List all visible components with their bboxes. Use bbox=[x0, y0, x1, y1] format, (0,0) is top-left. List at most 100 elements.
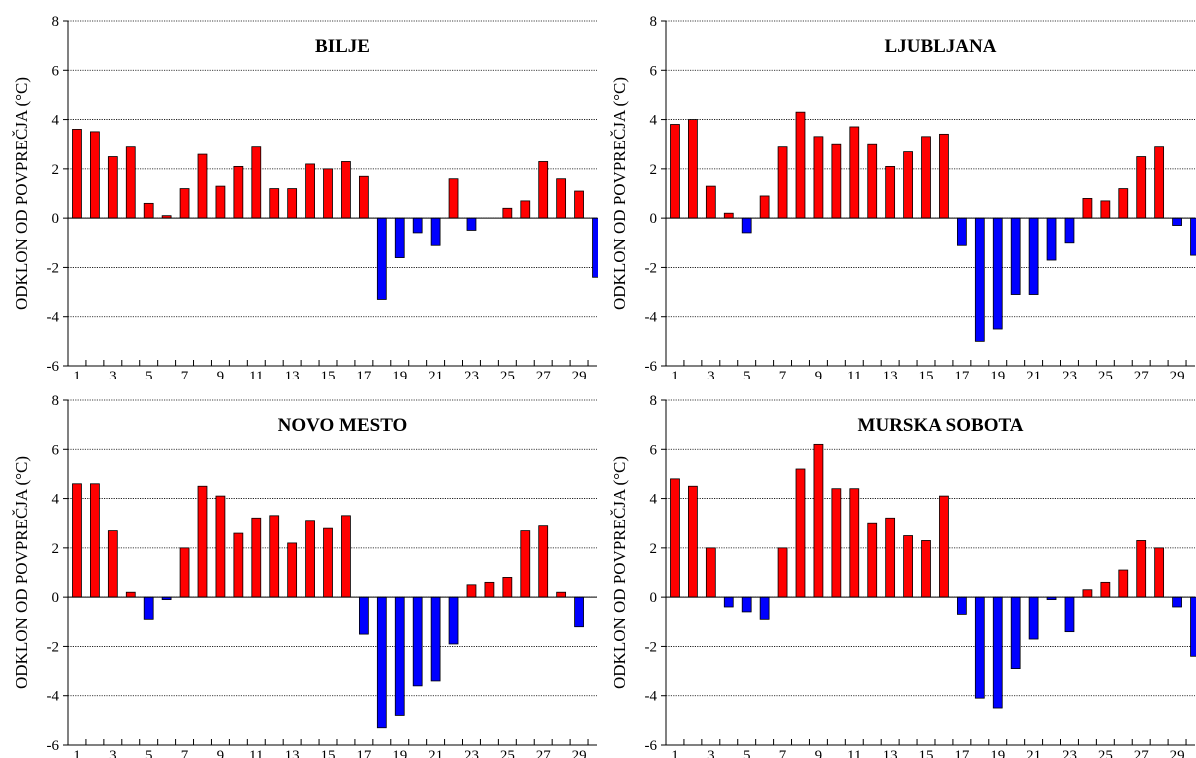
bar bbox=[939, 133, 949, 219]
y-axis-label: ODKLON OD POVPREČJA (°C) bbox=[12, 456, 31, 689]
y-axis-label: ODKLON OD POVPREČJA (°C) bbox=[12, 77, 31, 310]
y-tick-label: 8 bbox=[650, 393, 658, 409]
x-tick-label: 3 bbox=[109, 369, 117, 379]
bar bbox=[574, 190, 584, 219]
bar bbox=[1064, 217, 1075, 244]
x-tick-label: 19 bbox=[990, 369, 1005, 379]
x-tick-label: 23 bbox=[464, 748, 479, 758]
bar bbox=[974, 217, 985, 342]
bar bbox=[538, 525, 549, 598]
y-tick-label: 4 bbox=[650, 492, 658, 508]
x-tick-label: 19 bbox=[392, 369, 407, 379]
bar bbox=[341, 161, 351, 219]
bar bbox=[1190, 217, 1196, 256]
x-tick-label: 13 bbox=[883, 748, 898, 758]
chart-title: LJUBLJANA bbox=[885, 36, 997, 57]
bar bbox=[903, 535, 913, 598]
bar bbox=[1172, 596, 1182, 608]
bar bbox=[1100, 200, 1111, 219]
chart-panel-novo-mesto: -6 -4 -2 0 2 4 6 8 1 3 5 7 9 11 13 15 17 19 21 23 25 27 29 NOVO… bbox=[0, 379, 598, 758]
bar bbox=[251, 146, 262, 219]
x-tick-label: 1 bbox=[73, 369, 81, 379]
bar bbox=[1100, 581, 1111, 598]
bar bbox=[723, 596, 734, 608]
x-tick-label: 13 bbox=[285, 748, 300, 758]
bar bbox=[520, 200, 531, 219]
y-tick-label: 8 bbox=[650, 14, 658, 30]
bar bbox=[867, 522, 878, 598]
x-tick-label: 13 bbox=[285, 369, 300, 379]
x-tick-label: 11 bbox=[847, 369, 861, 379]
bar bbox=[323, 168, 333, 219]
bar bbox=[1118, 569, 1129, 598]
y-tick-label: 2 bbox=[650, 541, 658, 557]
bar bbox=[1154, 547, 1165, 598]
bar bbox=[885, 517, 896, 598]
y-tick-label: -2 bbox=[47, 639, 60, 655]
bar bbox=[358, 175, 369, 219]
bar bbox=[341, 515, 351, 598]
bar bbox=[376, 596, 387, 729]
bar bbox=[688, 485, 698, 598]
y-tick-label: 8 bbox=[52, 393, 60, 409]
chart-title: NOVO MESTO bbox=[278, 415, 408, 436]
y-tick-label: 0 bbox=[650, 211, 658, 227]
y-tick-label: 6 bbox=[650, 442, 658, 458]
chart-title: BILJE bbox=[315, 36, 370, 57]
bar bbox=[939, 495, 949, 598]
y-tick-label: -4 bbox=[47, 310, 60, 326]
bar bbox=[777, 547, 788, 598]
bar bbox=[394, 217, 405, 258]
bar bbox=[1154, 146, 1165, 219]
y-tick-label: -6 bbox=[47, 359, 60, 375]
x-tick-label: 21 bbox=[1026, 748, 1041, 758]
bar bbox=[125, 146, 136, 219]
bar bbox=[412, 217, 423, 234]
bar bbox=[143, 202, 154, 219]
x-tick-label: 29 bbox=[1170, 748, 1185, 758]
y-tick-label: 0 bbox=[52, 590, 60, 606]
x-tick-label: 9 bbox=[815, 369, 823, 379]
bar bbox=[305, 520, 315, 598]
bar bbox=[1046, 217, 1057, 261]
bar bbox=[1010, 217, 1021, 295]
bar bbox=[215, 185, 226, 219]
bar bbox=[831, 488, 842, 598]
bar bbox=[1028, 217, 1039, 295]
bar bbox=[574, 596, 584, 628]
x-tick-label: 3 bbox=[707, 369, 715, 379]
bar bbox=[849, 126, 860, 219]
y-tick-label: 0 bbox=[52, 211, 60, 227]
bar bbox=[466, 584, 477, 598]
y-tick-label: 4 bbox=[52, 113, 60, 129]
bar bbox=[143, 596, 154, 620]
x-tick-label: 7 bbox=[181, 748, 189, 758]
bar bbox=[233, 165, 244, 219]
bar bbox=[323, 527, 333, 598]
x-tick-label: 27 bbox=[536, 369, 552, 379]
y-tick-label: 2 bbox=[52, 162, 60, 178]
bar bbox=[538, 161, 549, 219]
x-tick-label: 23 bbox=[464, 369, 479, 379]
bar bbox=[688, 119, 698, 219]
bar bbox=[831, 143, 842, 219]
x-tick-label: 29 bbox=[572, 748, 587, 758]
bar bbox=[179, 188, 190, 219]
y-tick-label: -4 bbox=[645, 689, 658, 705]
y-tick-label: 4 bbox=[52, 492, 60, 508]
bar bbox=[670, 478, 680, 598]
bar bbox=[903, 151, 913, 219]
bar bbox=[72, 483, 82, 598]
y-tick-label: -2 bbox=[645, 260, 658, 276]
x-tick-label: 17 bbox=[356, 369, 372, 379]
y-tick-label: 4 bbox=[650, 113, 658, 129]
x-tick-label: 13 bbox=[883, 369, 898, 379]
bar bbox=[90, 483, 100, 598]
y-tick-label: -2 bbox=[645, 639, 658, 655]
bar bbox=[795, 468, 806, 598]
chart-panel-bilje: -6 -4 -2 0 2 4 6 8 1 3 5 7 9 11 13 15 17 19 21 23 25 27 29 BILJ… bbox=[0, 0, 598, 379]
y-tick-label: 8 bbox=[52, 14, 60, 30]
x-tick-label: 19 bbox=[392, 748, 407, 758]
